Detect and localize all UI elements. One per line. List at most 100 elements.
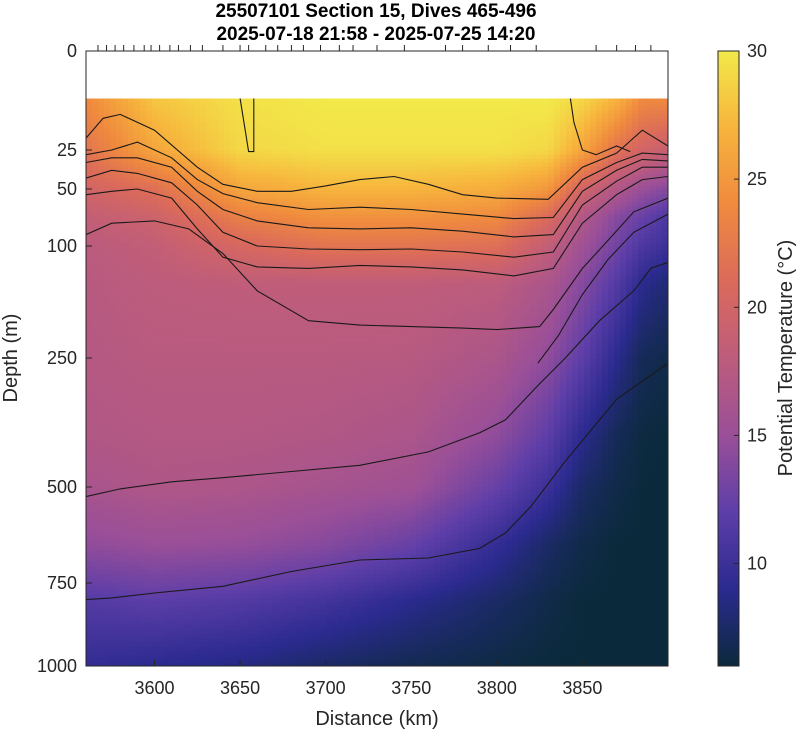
heatmap-cell (548, 230, 555, 236)
heatmap-cell (320, 286, 327, 292)
heatmap-cell (566, 234, 573, 240)
heatmap-cell (326, 110, 333, 116)
heatmap-cell (194, 254, 201, 260)
heatmap-cell (200, 118, 207, 124)
heatmap-cell (182, 130, 189, 136)
heatmap-cell (122, 198, 129, 204)
heatmap-cell (218, 182, 225, 188)
heatmap-cell (296, 190, 303, 196)
heatmap-cell (518, 222, 525, 228)
heatmap-cell (188, 218, 195, 224)
heatmap-cell (356, 198, 363, 204)
heatmap-cell (128, 162, 135, 168)
heatmap-cell (602, 98, 609, 104)
heatmap-cell (302, 154, 309, 160)
heatmap-cell (608, 222, 615, 228)
heatmap-cell (314, 138, 321, 144)
heatmap-cell (86, 298, 93, 304)
heatmap-cell (590, 150, 597, 156)
heatmap-cell (644, 110, 651, 116)
heatmap-cell (512, 130, 519, 136)
heatmap-cell (434, 270, 441, 276)
heatmap-cell (290, 170, 297, 176)
heatmap-cell (122, 210, 129, 216)
heatmap-cell (506, 142, 513, 148)
heatmap-cell (422, 278, 429, 284)
heatmap-cell (368, 174, 375, 180)
heatmap-cell (284, 174, 291, 180)
heatmap-cell (218, 234, 225, 240)
heatmap-cell (230, 122, 237, 128)
heatmap-cell (638, 258, 645, 264)
heatmap-cell (296, 98, 303, 104)
heatmap-cell (434, 178, 441, 184)
heatmap-cell (446, 134, 453, 140)
heatmap-cell (482, 162, 489, 168)
heatmap-cell (416, 238, 423, 244)
heatmap-cell (536, 174, 543, 180)
heatmap-cell (116, 106, 123, 112)
heatmap-cell (212, 126, 219, 132)
heatmap-cell (404, 286, 411, 292)
heatmap-cell (554, 266, 561, 272)
heatmap-cell (212, 142, 219, 148)
heatmap-cell (140, 194, 147, 200)
heatmap-cell (476, 118, 483, 124)
heatmap-cell (638, 166, 645, 172)
heatmap-cell (440, 270, 447, 276)
heatmap-cell (266, 122, 273, 128)
heatmap-cell (560, 126, 567, 132)
heatmap-cell (92, 142, 99, 148)
heatmap-cell (560, 238, 567, 244)
heatmap-cell (104, 206, 111, 212)
heatmap-cell (506, 114, 513, 120)
heatmap-cell (584, 278, 591, 284)
heatmap-cell (170, 118, 177, 124)
heatmap-cell (326, 138, 333, 144)
heatmap-cell (542, 274, 549, 280)
heatmap-cell (218, 266, 225, 272)
heatmap-cell (572, 182, 579, 188)
heatmap-cell (518, 142, 525, 148)
heatmap-cell (464, 166, 471, 172)
heatmap-cell (374, 154, 381, 160)
heatmap-cell (170, 158, 177, 164)
heatmap-cell (614, 206, 621, 212)
heatmap-cell (146, 170, 153, 176)
heatmap-cell (176, 246, 183, 252)
heatmap-cell (632, 166, 639, 172)
heatmap-cell (272, 246, 279, 252)
heatmap-cell (464, 158, 471, 164)
heatmap-cell (116, 110, 123, 116)
heatmap-cell (380, 278, 387, 284)
heatmap-cell (230, 130, 237, 136)
heatmap-cell (122, 218, 129, 224)
heatmap-cell (290, 218, 297, 224)
heatmap-cell (602, 138, 609, 144)
heatmap-cell (560, 130, 567, 136)
heatmap-cell (128, 234, 135, 240)
heatmap-cell (392, 190, 399, 196)
heatmap-cell (128, 246, 135, 252)
heatmap-cell (446, 98, 453, 104)
heatmap-cell (290, 162, 297, 168)
heatmap-cell (656, 262, 663, 268)
heatmap-cell (320, 298, 327, 304)
heatmap-cell (620, 258, 627, 264)
heatmap-cell (566, 102, 573, 108)
heatmap-cell (320, 122, 327, 128)
heatmap-cell (494, 298, 501, 304)
heatmap-cell (104, 98, 111, 104)
heatmap-cell (614, 262, 621, 268)
heatmap-cell (332, 230, 339, 236)
heatmap-cell (458, 294, 465, 300)
heatmap-cell (422, 210, 429, 216)
heatmap-cell (374, 206, 381, 212)
heatmap-cell (500, 110, 507, 116)
heatmap-cell (254, 126, 261, 132)
heatmap-cell (656, 230, 663, 236)
heatmap-cell (344, 118, 351, 124)
heatmap-cell (368, 302, 375, 308)
heatmap-cell (278, 122, 285, 128)
heatmap-cell (440, 190, 447, 196)
